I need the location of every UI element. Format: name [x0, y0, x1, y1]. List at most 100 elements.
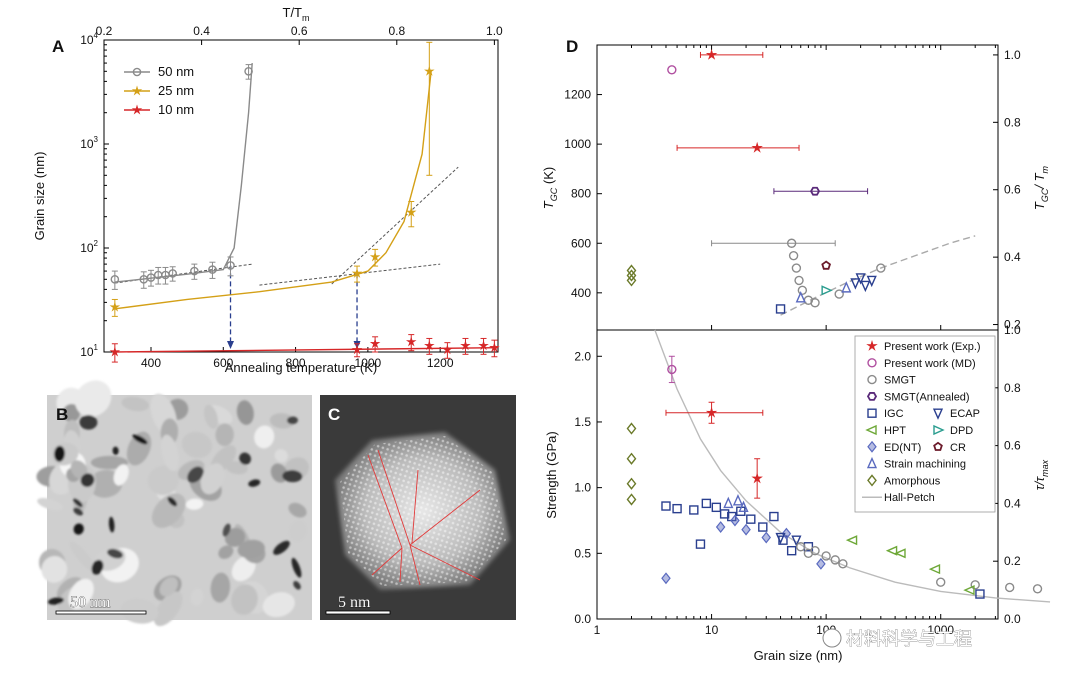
panel-d-bottom-point: [885, 545, 898, 556]
panel-a-point: [190, 266, 199, 276]
panel-d-legend-marker: [865, 424, 877, 436]
panel-d-bottom-point: [975, 589, 985, 599]
panel-a-ytick-label: 101: [80, 343, 98, 359]
panel-a-fit-curve: [114, 263, 253, 284]
panel-d-top-point: [788, 250, 799, 261]
panel-d-legend-marker: [866, 339, 878, 351]
panel-d-bottom-ylabel: Strength (GPa): [544, 431, 559, 518]
panel-d-legend-label: ECAP: [950, 408, 980, 420]
panel-b-grain: [147, 465, 180, 495]
panel-b-dark-grain: [54, 445, 65, 462]
panel-b-grain: [41, 556, 68, 583]
panel-a-point: [351, 344, 363, 355]
panel-d-bottom-point: [830, 555, 840, 565]
panel-b-grain: [226, 461, 248, 475]
panel-d-top-point: [876, 263, 886, 273]
panel-d-bottom-y2tick-label: 0.4: [1004, 496, 1021, 510]
panel-d-bottom-point: [963, 585, 975, 596]
panel-b-grain: [218, 545, 234, 559]
panel-d-xtick-label: 1: [594, 623, 601, 637]
panel-d-xtick-label: 1000: [927, 623, 954, 637]
panel-d-bottom-point: [1004, 582, 1015, 593]
panel-b-grain: [113, 464, 129, 486]
panel-b-letter: B: [56, 405, 68, 424]
panel-a-fit-curve: [114, 346, 499, 353]
panel-d-legend-marker: [867, 440, 877, 453]
panel-d-top-ytick-label: 400: [571, 286, 591, 300]
panel-b-grain: [215, 423, 234, 447]
panel-a-legend-marker: [131, 104, 143, 115]
panel-d-bottom-ytick-label: 1.5: [574, 415, 591, 429]
panel-d-bottom-point: [661, 501, 671, 511]
panel-c-lattice: [340, 436, 506, 586]
panel-d-top-point: [850, 278, 861, 290]
panel-d-bottom-point: [626, 422, 637, 435]
panel-d-legend-marker: [867, 374, 877, 385]
panel-d-bottom-point: [626, 493, 637, 506]
panel-b-grain: [153, 591, 183, 627]
panel-b-dark-grain: [239, 452, 251, 465]
panel-d-top-point: [795, 291, 806, 303]
panel-c-twin-boundaries: [367, 449, 481, 586]
panel-c-scale-label: 5 nm: [338, 594, 371, 611]
panel-b-scale-bar: [55, 610, 147, 615]
panel-d-bottom-point: [746, 514, 756, 524]
panel-d-top-point: [705, 48, 718, 60]
panel-b-tem-image: B 50 nm: [36, 380, 312, 627]
panel-d-legend-label: SMGT(Annealed): [884, 391, 970, 403]
panel-a-x2tick-label: 1.0: [486, 24, 503, 38]
panel-a-legend-label: 10 nm: [158, 102, 194, 117]
panel-b-grain: [62, 403, 81, 422]
panel-b-dark-grain: [222, 523, 231, 537]
panel-b-dark-grain: [293, 581, 301, 590]
panel-d-bottom-y2tick-label: 0.0: [1004, 612, 1021, 626]
panel-d-bottom-point: [715, 521, 726, 534]
panel-c-scale-bar: [325, 610, 391, 615]
panel-d-top-point: [810, 186, 821, 196]
panel-d-legend-label: Hall-Petch: [884, 492, 935, 504]
panel-a-letter: A: [52, 37, 64, 56]
panel-b-grain: [288, 519, 308, 543]
panel-d-top-point: [775, 304, 786, 314]
panel-d-bottom-point: [775, 532, 786, 545]
panel-d-top-y2label-tail: / T: [1032, 172, 1047, 189]
panel-d-top-ytick-label: 1200: [564, 88, 591, 102]
panel-a-xtick-label: 800: [286, 356, 306, 370]
panel-a-point: [110, 275, 120, 284]
panel-a-legend-marker: [132, 67, 142, 77]
panel-b-grain: [254, 425, 275, 449]
panel-d-bottom-point: [741, 523, 751, 536]
panel-b-grain: [190, 588, 204, 606]
panel-a-x2tick-label: 0.2: [96, 24, 113, 38]
panel-d-top-ytick-label: 800: [571, 187, 591, 201]
panel-a-xlabel: Annealing temperature (K): [225, 360, 377, 375]
panel-d-bottom-point: [705, 406, 718, 418]
panel-d-top-y2tick-label: 0.8: [1004, 115, 1021, 129]
panel-b-dark-grain: [48, 597, 64, 605]
panel-b-dark-grain: [248, 479, 261, 487]
panel-b-grain: [181, 431, 213, 459]
panel-b-grain: [231, 555, 256, 582]
panel-d-bottom-point: [672, 503, 682, 514]
panel-d-top-point: [786, 238, 797, 248]
watermark-text: 材料科学与工程: [846, 629, 972, 649]
panel-d-bottom-y2tick-label: 1.0: [1004, 323, 1021, 337]
panel-d-legend-marker: [933, 441, 943, 451]
panel-d-legend-marker: [933, 424, 945, 436]
panel-d-top-point: [667, 65, 677, 75]
panel-d-legend-label: DPD: [950, 425, 973, 437]
panel-d-bottom-point: [661, 572, 671, 585]
panel-b-grain: [274, 449, 288, 463]
panel-a-point: [424, 340, 435, 351]
panel-d-top-ytick-label: 1000: [564, 137, 591, 151]
panel-d-top-point: [855, 273, 866, 285]
panel-a-point: [478, 340, 489, 351]
panel-d-legend-marker: [867, 358, 877, 368]
panel-d-legend-marker: [867, 474, 877, 487]
panel-b-grain: [231, 584, 258, 615]
panel-d-legend-label: Strain machining: [884, 459, 966, 471]
panel-a-point: [369, 338, 381, 349]
panel-d-bottom-point: [936, 577, 946, 587]
panel-d-top-y2label: TGC/ Tm: [1032, 165, 1050, 210]
